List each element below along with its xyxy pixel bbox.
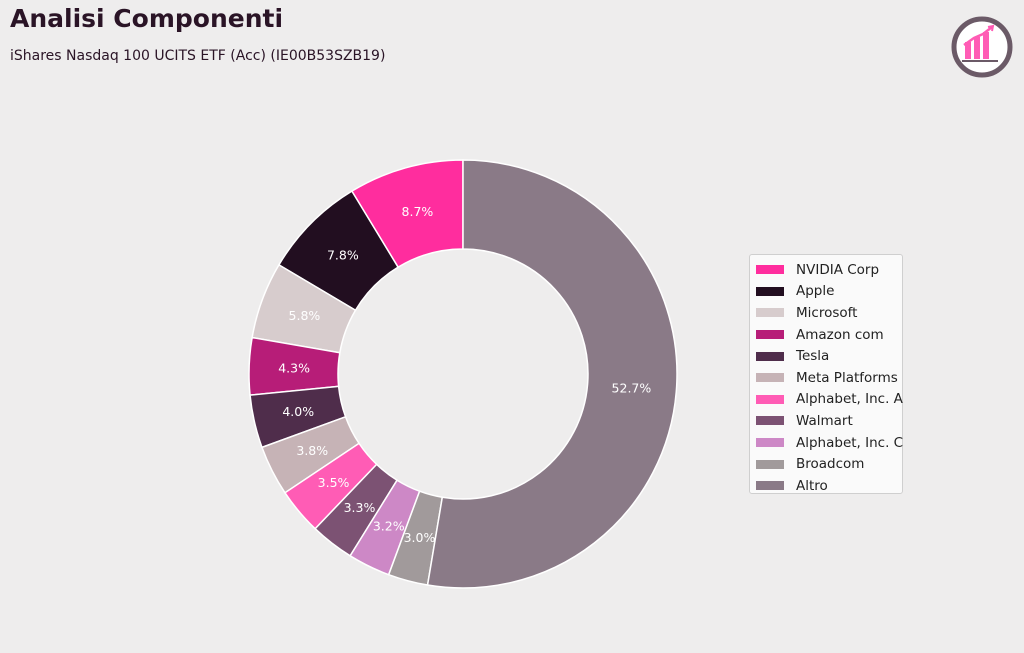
page-title: Analisi Componenti — [10, 4, 284, 33]
chart-legend: NVIDIA Corp Apple Microsoft Amazon com Tesla… — [749, 254, 903, 494]
legend-label: NVIDIA Corp — [796, 261, 880, 278]
legend-item: Apple — [756, 281, 902, 303]
slice-value-label: 3.3% — [344, 500, 376, 515]
legend-swatch — [756, 459, 784, 469]
legend-label: Alphabet, Inc. A — [796, 391, 903, 408]
legend-label: Alphabet, Inc. C — [796, 434, 904, 451]
slice-value-label: 7.8% — [327, 248, 359, 263]
legend-swatch — [756, 308, 784, 318]
legend-swatch — [756, 351, 784, 361]
legend-label: Meta Platforms — [796, 369, 898, 386]
slice-value-label: 3.5% — [318, 475, 350, 490]
slice-value-label: 3.0% — [404, 530, 436, 545]
legend-item: Altro — [756, 475, 902, 497]
slice-value-label: 3.8% — [296, 443, 328, 458]
legend-swatch — [756, 438, 784, 448]
legend-item: Alphabet, Inc. A — [756, 389, 903, 411]
legend-item: Alphabet, Inc. C — [756, 432, 904, 454]
legend-swatch — [756, 394, 784, 404]
slice-value-label: 3.2% — [373, 518, 405, 533]
legend-item: Microsoft — [756, 302, 902, 324]
slice-value-label: 5.8% — [289, 308, 321, 323]
legend-item: Meta Platforms — [756, 367, 902, 389]
legend-label: Apple — [796, 283, 835, 300]
legend-swatch — [756, 373, 784, 383]
slice-value-label: 4.0% — [282, 404, 314, 419]
legend-label: Walmart — [796, 412, 853, 429]
legend-swatch — [756, 286, 784, 296]
bar-chart-growth-icon — [951, 16, 1013, 78]
legend-label: Microsoft — [796, 304, 858, 321]
legend-label: Altro — [796, 477, 828, 494]
slice-value-label: 52.7% — [612, 381, 652, 396]
legend-item: Walmart — [756, 410, 902, 432]
legend-item: Tesla — [756, 345, 902, 367]
legend-item: NVIDIA Corp — [756, 259, 902, 281]
legend-swatch — [756, 330, 784, 340]
legend-swatch — [756, 265, 784, 275]
page-subtitle: iShares Nasdaq 100 UCITS ETF (Acc) (IE00… — [10, 48, 386, 64]
legend-label: Amazon com — [796, 326, 884, 343]
slice-altro — [426, 159, 678, 589]
legend-item: Amazon com — [756, 324, 902, 346]
legend-label: Broadcom — [796, 456, 865, 473]
legend-item: Broadcom — [756, 453, 902, 475]
legend-label: Tesla — [796, 348, 830, 365]
legend-swatch — [756, 481, 784, 491]
slice-value-label: 4.3% — [278, 360, 310, 375]
slice-value-label: 8.7% — [402, 204, 434, 219]
legend-swatch — [756, 416, 784, 426]
